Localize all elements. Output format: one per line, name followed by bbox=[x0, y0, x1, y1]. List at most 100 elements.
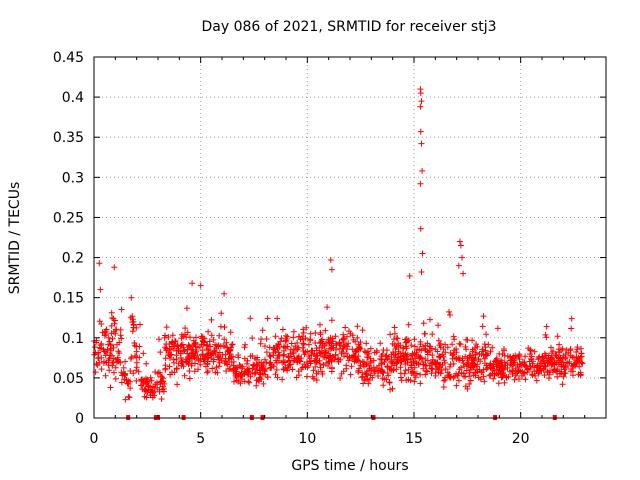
data-point bbox=[463, 361, 470, 368]
data-point bbox=[118, 379, 125, 386]
data-point bbox=[218, 310, 225, 317]
data-point bbox=[489, 344, 496, 351]
data-point bbox=[237, 363, 244, 370]
data-point bbox=[537, 360, 544, 367]
data-point bbox=[577, 371, 584, 378]
data-point bbox=[367, 372, 374, 379]
data-point bbox=[469, 346, 476, 353]
data-point bbox=[466, 381, 473, 387]
data-point bbox=[419, 359, 426, 365]
data-point bbox=[208, 332, 215, 339]
data-point bbox=[96, 344, 103, 351]
data-point bbox=[420, 320, 427, 327]
data-point bbox=[105, 362, 112, 369]
data-point bbox=[229, 341, 236, 348]
data-point bbox=[363, 376, 370, 383]
data-point bbox=[393, 366, 400, 373]
data-point bbox=[408, 342, 415, 349]
data-point bbox=[182, 325, 189, 332]
y-tick-label: 0.35 bbox=[53, 130, 84, 146]
data-point bbox=[161, 334, 168, 341]
y-tick-label: 0.15 bbox=[53, 291, 84, 307]
data-point bbox=[280, 366, 287, 372]
data-point bbox=[266, 344, 273, 351]
data-point bbox=[178, 331, 185, 338]
data-point bbox=[481, 355, 488, 362]
data-point bbox=[102, 328, 109, 335]
data-point bbox=[456, 357, 463, 363]
data-point bbox=[367, 359, 374, 366]
data-point bbox=[186, 368, 193, 374]
data-point bbox=[122, 358, 129, 365]
data-point bbox=[276, 351, 283, 358]
data-point bbox=[539, 354, 546, 361]
data-point bbox=[366, 367, 373, 374]
data-point bbox=[310, 375, 317, 382]
data-point bbox=[342, 324, 349, 331]
data-point bbox=[145, 383, 152, 390]
data-point bbox=[123, 377, 130, 383]
data-point bbox=[172, 338, 179, 344]
data-point bbox=[419, 250, 426, 257]
data-point bbox=[437, 361, 444, 368]
data-point bbox=[435, 322, 442, 329]
data-point bbox=[281, 344, 288, 350]
data-point bbox=[501, 379, 508, 386]
data-point bbox=[386, 379, 393, 386]
data-point bbox=[244, 371, 251, 378]
data-point bbox=[262, 365, 269, 372]
data-point bbox=[230, 353, 236, 360]
data-point bbox=[320, 354, 327, 360]
data-point bbox=[109, 352, 115, 359]
data-point bbox=[169, 369, 175, 376]
data-point bbox=[332, 333, 339, 340]
data-point bbox=[338, 349, 345, 356]
data-point bbox=[317, 350, 324, 357]
data-point bbox=[479, 369, 485, 376]
data-point bbox=[308, 347, 315, 354]
data-point bbox=[411, 372, 418, 379]
data-point bbox=[276, 357, 282, 364]
data-point bbox=[209, 365, 216, 372]
data-point bbox=[249, 352, 256, 359]
data-point bbox=[524, 366, 531, 373]
data-point bbox=[480, 373, 487, 380]
data-point bbox=[330, 338, 336, 345]
data-point bbox=[467, 377, 474, 384]
data-point bbox=[328, 266, 335, 273]
data-point bbox=[442, 349, 449, 356]
data-point bbox=[97, 286, 104, 293]
data-point bbox=[249, 335, 256, 342]
data-point bbox=[520, 361, 527, 368]
data-point bbox=[166, 352, 173, 359]
data-point bbox=[274, 374, 281, 381]
data-point bbox=[429, 331, 436, 338]
data-point bbox=[263, 336, 270, 342]
data-point bbox=[232, 370, 239, 377]
data-point bbox=[244, 357, 251, 364]
data-point bbox=[409, 368, 416, 375]
data-point bbox=[126, 394, 133, 401]
data-point bbox=[191, 368, 198, 375]
data-point bbox=[494, 325, 501, 332]
data-point bbox=[381, 376, 388, 383]
data-point bbox=[169, 332, 176, 339]
data-point bbox=[130, 322, 137, 329]
data-point bbox=[321, 347, 328, 354]
data-point bbox=[117, 332, 124, 339]
data-point bbox=[568, 315, 575, 322]
data-point bbox=[516, 351, 523, 358]
data-point bbox=[288, 340, 295, 347]
data-point bbox=[143, 360, 150, 367]
data-point bbox=[576, 363, 583, 370]
data-point bbox=[514, 362, 521, 368]
data-point bbox=[528, 355, 534, 362]
data-point bbox=[258, 359, 265, 366]
data-point bbox=[279, 326, 286, 333]
data-point bbox=[343, 362, 350, 369]
data-point bbox=[465, 357, 472, 364]
data-point bbox=[147, 374, 154, 381]
data-point bbox=[218, 357, 225, 364]
data-point bbox=[403, 345, 410, 352]
data-point bbox=[393, 344, 400, 350]
